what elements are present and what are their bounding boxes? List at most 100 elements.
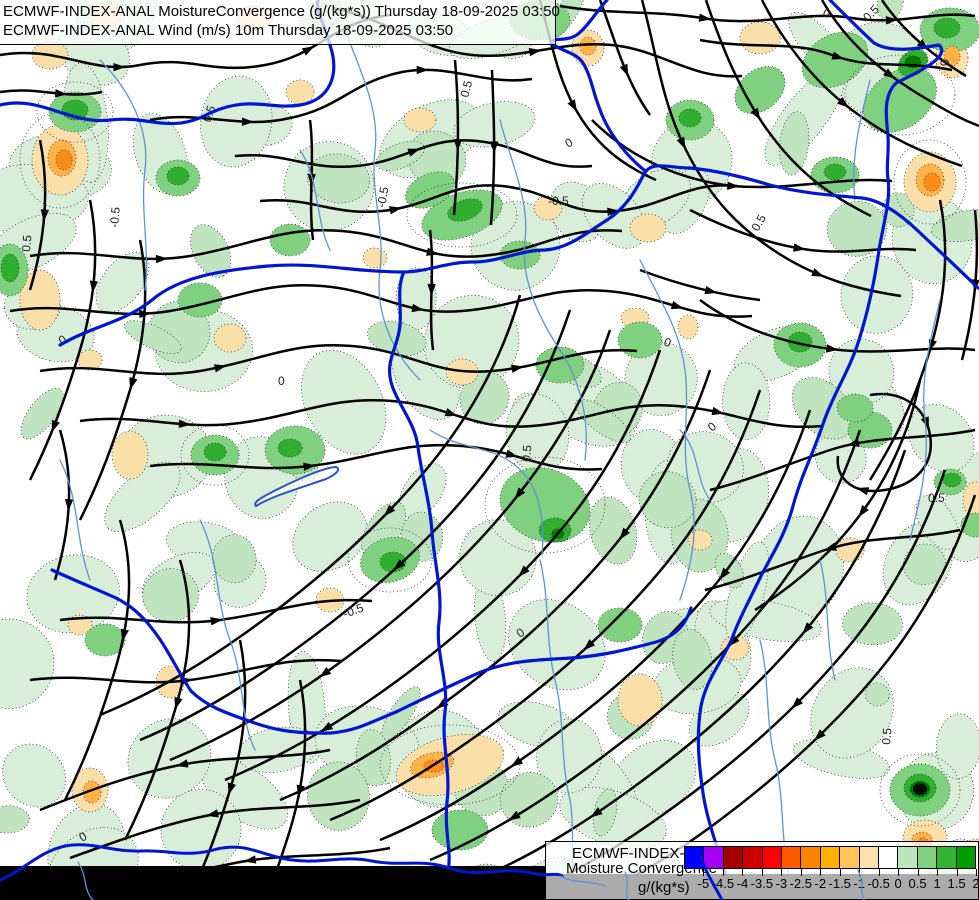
colorbar-tick [761,869,763,876]
wind-arrowhead [210,617,223,626]
wind-arrowhead [619,63,629,77]
contour-ring [406,182,518,248]
colorbar-cell [742,846,763,869]
wind-arrowhead [120,628,129,642]
tan-patch [285,79,315,105]
light-green-patch [936,713,979,780]
deep-orange-patch [923,172,941,192]
contour-ring [19,111,101,209]
wind-arrowhead [175,759,189,768]
colorbar-tick [898,869,900,876]
wind-arrowhead [505,449,519,458]
wind-arrowhead [719,567,731,580]
tan-patch [629,213,667,243]
tributary-river [429,429,544,556]
light-green-patch [638,471,697,529]
wind-arrowhead [301,46,315,56]
wind-arrowhead [206,809,219,818]
wind-arrowhead [711,406,725,416]
wind-arrowhead [607,207,620,217]
colorbar-tick-label: -5 [697,876,710,891]
colorbar-cell [761,846,783,869]
wind-streamline [149,68,533,124]
colorbar-tick-label: -4.5 [711,876,735,891]
light-green-patch [104,461,181,533]
light-green-patch [714,552,745,589]
wind-arrowhead [89,280,99,293]
wind-arrowhead [750,107,761,121]
colorbar-tick-label: -3.5 [750,876,774,891]
tributary-river [539,559,576,891]
wind-arrowhead [619,527,631,540]
colorbar-cell [916,846,938,869]
colorbar-tick [917,869,919,876]
wind-arrowhead [319,666,332,678]
colorbar-tick [820,869,822,876]
title-line-wind: ECMWF-INDEX-ANAL Wind (m/s) 10m Thursday… [3,22,454,39]
green-patch [801,31,869,89]
light-green-patch [459,371,510,425]
tributary-river [853,79,871,201]
tan-patch [677,314,699,340]
light-green-patch [592,788,618,837]
colorbar-tick-label: -3 [775,876,788,891]
deep-green-patch [823,163,847,181]
wind-arrowhead [64,499,74,512]
colorbar [684,846,977,869]
colorbar-cell [819,846,841,869]
deep-green-patch [678,108,702,128]
deep-green-patch [277,438,303,458]
major-river [50,568,693,735]
light-green-patch [0,618,55,709]
light-green-patch [26,554,120,634]
wind-arrowhead [567,99,578,112]
deep-green-patch [447,198,483,222]
colorbar-tick-label: -0.5 [867,876,890,891]
light-green-patch [842,602,903,646]
legend-gray-strip [546,874,978,899]
wind-arrowhead [811,268,824,277]
wind-streamline [598,0,652,116]
wind-streamline [29,229,623,261]
wind-arrowhead [511,364,524,373]
tributary-river [299,149,331,251]
light-green-patch [201,758,288,830]
colorbar-tick-label: -2.5 [789,876,812,891]
tan-patch [739,21,781,55]
wind-streamline [640,0,902,298]
wind-streamline [760,0,963,168]
wind-arrowhead [590,807,603,818]
tan-patch [617,673,663,727]
wind-arrowhead [802,622,814,635]
bottom-black-bar [0,866,545,900]
light-green-patch [2,743,66,808]
tributary-river [819,559,836,681]
colorbar-cell [703,846,724,869]
wind-streamline [63,519,131,801]
contour-label: -0.5 [374,185,391,208]
wind-arrowhead [510,756,524,767]
lake-balaton [254,465,340,508]
green-patch [269,223,311,257]
wind-arrowhead [847,438,860,447]
convergence-maximum-spot [912,782,928,796]
colorbar-tick [781,869,783,876]
green-patch [863,67,937,133]
wind-arrowhead [508,810,521,821]
colorbar-tick [839,869,841,876]
tan-patch [403,107,437,133]
tan-patch [962,481,979,519]
orange-patch [82,780,102,804]
major-river [549,0,646,172]
colorbar-tick-label: 1.5 [947,876,966,891]
colorbar-tick-label: -2 [814,876,827,891]
wind-arrowhead [436,698,449,709]
wind-arrowhead [856,487,870,496]
wind-arrowhead [113,63,126,72]
tributary-river [909,299,941,541]
contour-ring [379,724,521,806]
light-green-patch [508,599,606,691]
wind-arrowhead [213,364,227,373]
colorbar-cell [781,846,802,869]
